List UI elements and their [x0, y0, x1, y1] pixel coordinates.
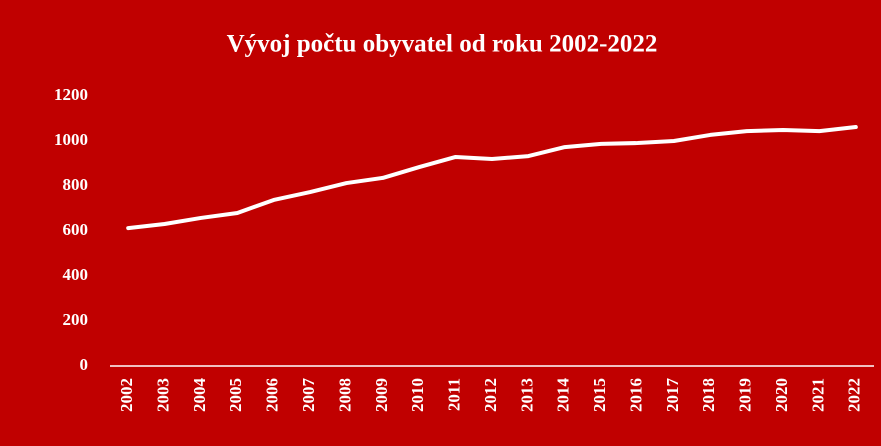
y-tick-label: 400 — [63, 265, 89, 284]
x-tick-label: 2020 — [772, 378, 791, 412]
x-tick-label: 2013 — [517, 378, 536, 412]
chart-title: Vývoj počtu obyvatel od roku 2002-2022 — [227, 31, 658, 58]
x-tick-label: 2017 — [663, 378, 682, 413]
x-tick-label: 2006 — [263, 378, 282, 412]
x-tick-label: 2012 — [481, 378, 500, 412]
x-tick-label: 2005 — [226, 378, 245, 412]
y-tick-label: 1200 — [54, 85, 88, 104]
x-tick-label: 2021 — [808, 378, 827, 412]
y-tick-label: 0 — [80, 355, 89, 374]
y-tick-label: 600 — [63, 220, 89, 239]
x-tick-label: 2016 — [626, 378, 645, 412]
x-tick-label: 2010 — [408, 378, 427, 412]
x-tick-label: 2009 — [372, 378, 391, 412]
y-tick-label: 1000 — [54, 130, 88, 149]
x-tick-label: 2019 — [736, 378, 755, 412]
x-tick-label: 2002 — [117, 378, 136, 412]
x-tick-label: 2011 — [445, 378, 464, 411]
x-tick-label: 2022 — [845, 378, 864, 412]
x-tick-label: 2004 — [190, 378, 209, 413]
y-tick-label: 800 — [63, 175, 89, 194]
x-tick-label: 2003 — [153, 378, 172, 412]
y-tick-label: 200 — [63, 310, 89, 329]
x-tick-label: 2008 — [335, 378, 354, 412]
x-tick-label: 2015 — [590, 378, 609, 412]
x-tick-label: 2014 — [554, 378, 573, 413]
x-tick-label: 2018 — [699, 378, 718, 412]
data-line — [126, 125, 858, 231]
x-tick-label: 2007 — [299, 378, 318, 413]
